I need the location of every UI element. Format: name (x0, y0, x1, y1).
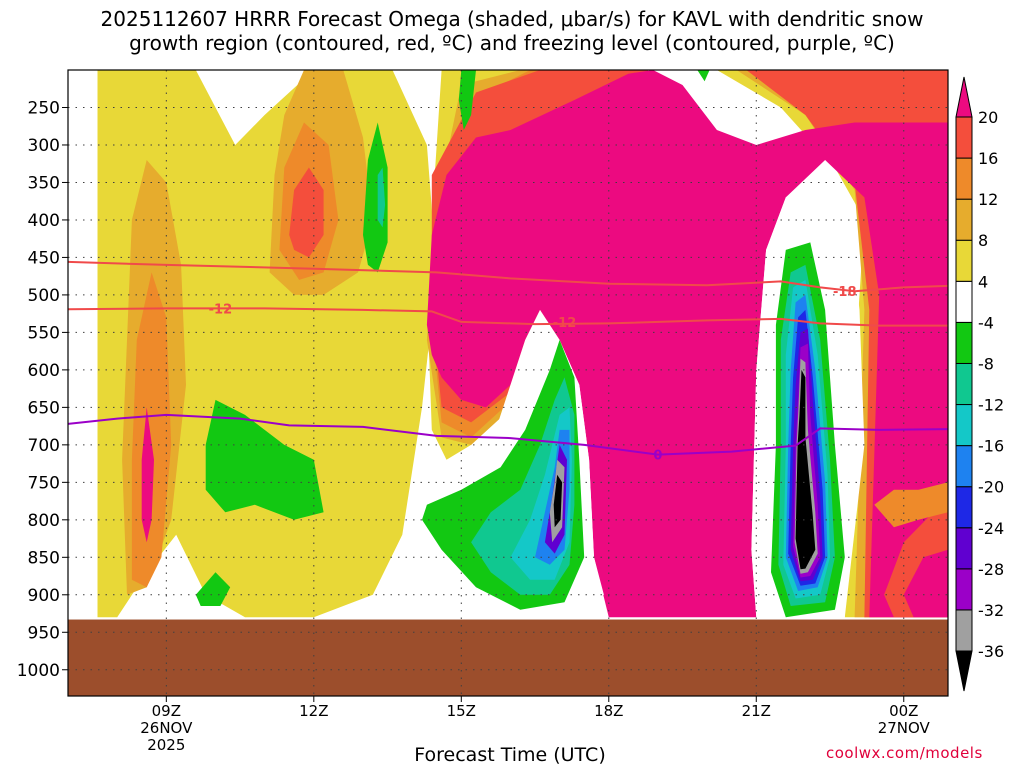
contour-line-1 (68, 307, 948, 327)
y-tick-label-1000: 1000 (17, 661, 60, 681)
colorbar-box-5 (955, 404, 973, 447)
colorbar-upper-extension (955, 76, 973, 118)
x-tick-label-15Z: 15Z (447, 702, 476, 720)
omega-region-14 (141, 407, 154, 543)
colorbar-label-0: -36 (978, 642, 1004, 661)
y-tick-label-600: 600 (28, 361, 60, 381)
omega-region-24 (553, 474, 563, 528)
x-axis-title: Forecast Time (UTC) (414, 744, 606, 766)
contour-line-0 (68, 260, 948, 293)
omega-region-33 (795, 369, 816, 570)
omega-region-15 (426, 70, 948, 618)
y-tick-label-400: 400 (28, 211, 60, 231)
colorbar-label-5: -16 (978, 437, 1004, 456)
colorbar-label-7: -8 (978, 354, 994, 373)
omega-region-36 (458, 70, 476, 130)
ground-below-surface (68, 619, 948, 696)
colorbar-label-3: -24 (978, 519, 1004, 538)
colorbar-box-10 (955, 198, 973, 241)
contour-label-1: -12 (209, 302, 233, 317)
colorbar-box-8 (955, 280, 973, 323)
y-tick-label-500: 500 (28, 286, 60, 306)
y-tick-label-800: 800 (28, 511, 60, 531)
colorbar-box-12 (955, 116, 973, 159)
colorbar-label-2: -28 (978, 560, 1004, 579)
contour-line-2 (68, 413, 948, 456)
colorbar-box-3 (955, 486, 973, 529)
x-tick-date-00Z: 27NOV (878, 719, 931, 737)
x-tick-label-09Z: 09Z (152, 702, 181, 720)
colorbar-label-8: -4 (978, 313, 994, 332)
y-tick-label-450: 450 (28, 248, 60, 268)
colorbar-label-9: 4 (978, 272, 988, 291)
omega-region-42 (874, 482, 948, 528)
contour-label-0: -18 (833, 285, 857, 300)
y-tick-label-750: 750 (28, 473, 60, 493)
x-tick-date-09Z: 26NOV (140, 719, 193, 737)
contour-extra-label-0: -12 (553, 316, 577, 331)
chart-title-line-2: growth region (contoured, red, ºC) and f… (129, 31, 895, 55)
contour-label-2: 0 (653, 449, 662, 464)
y-tick-label-650: 650 (28, 398, 60, 418)
plot-frame (67, 69, 949, 697)
y-tick-label-550: 550 (28, 323, 60, 343)
y-tick-label-950: 950 (28, 623, 60, 643)
colorbar-label-1: -32 (978, 601, 1004, 620)
colorbar-box-1 (955, 568, 973, 611)
y-tick-label-850: 850 (28, 548, 60, 568)
colorbar-box-2 (955, 527, 973, 570)
x-tick-year-09Z: 2025 (147, 736, 185, 754)
omega-region-38 (195, 572, 231, 606)
x-tick-label-12Z: 12Z (299, 702, 328, 720)
colorbar-label-13: 20 (978, 108, 998, 127)
y-tick-label-300: 300 (28, 136, 60, 156)
x-tick-label-00Z: 00Z (889, 702, 918, 720)
omega-region-37 (205, 399, 324, 520)
colorbar-label-6: -12 (978, 396, 1004, 415)
colorbar-box-6 (955, 362, 973, 406)
x-tick-label-18Z: 18Z (594, 702, 623, 720)
site-credit[interactable]: coolwx.com/models (826, 744, 983, 762)
x-tick-label-21Z: 21Z (742, 702, 771, 720)
omega-region-34 (363, 122, 388, 273)
colorbar-box-7 (955, 321, 973, 364)
y-tick-label-900: 900 (28, 586, 60, 606)
colorbar-label-10: 8 (978, 231, 988, 250)
colorbar-box-11 (955, 157, 973, 200)
chart-title-line-1: 2025112607 HRRR Forecast Omega (shaded, … (100, 7, 924, 31)
omega-region-39 (697, 70, 710, 82)
colorbar-lower-extension (955, 650, 973, 692)
colorbar-box-9 (955, 239, 973, 282)
y-tick-label-250: 250 (28, 98, 60, 118)
y-tick-label-350: 350 (28, 173, 60, 193)
colorbar-label-4: -20 (978, 478, 1004, 497)
colorbar-box-0 (955, 609, 973, 652)
colorbar-label-12: 16 (978, 149, 998, 168)
colorbar-box-4 (955, 445, 973, 488)
colorbar-label-11: 12 (978, 190, 998, 209)
omega-region-41 (903, 549, 948, 618)
omega-region-11 (289, 167, 324, 258)
y-tick-label-700: 700 (28, 436, 60, 456)
